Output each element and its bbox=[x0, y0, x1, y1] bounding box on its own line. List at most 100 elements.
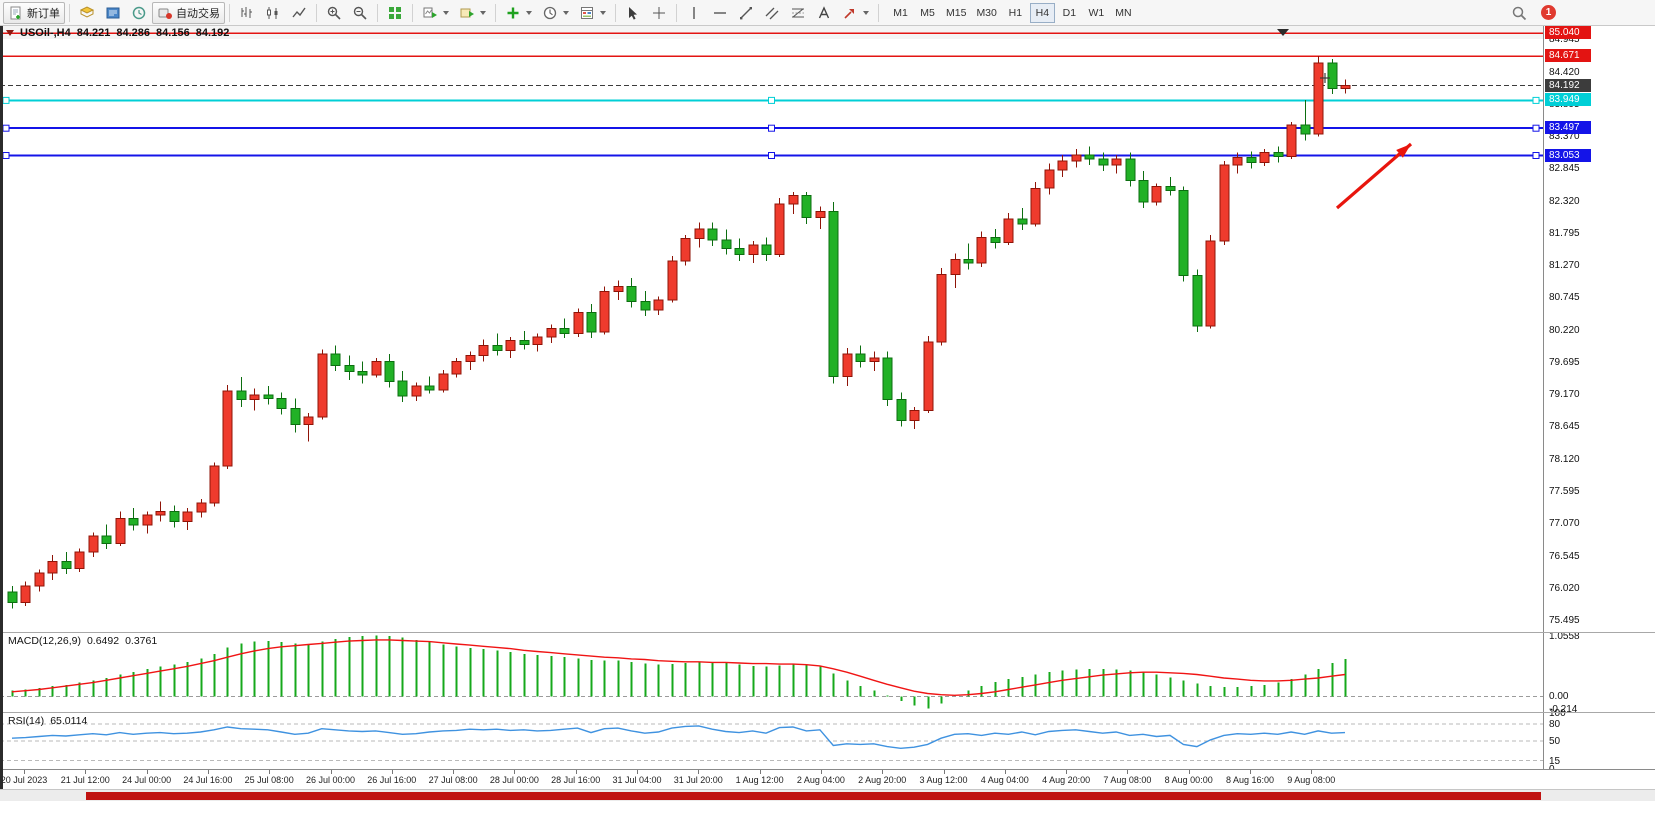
metaeditor-button[interactable] bbox=[74, 2, 100, 24]
timeframe-H4[interactable]: H4 bbox=[1029, 2, 1055, 23]
horizontal-scrollbar[interactable] bbox=[0, 789, 1655, 801]
candle-body bbox=[1057, 160, 1068, 171]
annotation-arrow[interactable] bbox=[1335, 142, 1413, 210]
price-tick-label: 75.495 bbox=[1549, 615, 1580, 626]
rsi-pane-separator[interactable] bbox=[0, 712, 1655, 713]
new-chart-button[interactable] bbox=[417, 2, 454, 24]
macd-axis-label: 0.00 bbox=[1549, 691, 1569, 703]
periods-icon bbox=[543, 6, 557, 19]
trendline-button[interactable] bbox=[733, 2, 759, 24]
toolbar-right: 1 bbox=[1506, 2, 1556, 24]
zoom-in-button[interactable] bbox=[321, 2, 347, 24]
cursor-button[interactable] bbox=[620, 2, 646, 24]
toolbar-separator bbox=[412, 3, 413, 22]
crosshair-button[interactable] bbox=[646, 2, 672, 24]
text-button[interactable] bbox=[811, 2, 837, 24]
timeframe-D1[interactable]: D1 bbox=[1057, 3, 1082, 23]
fibonacci-button[interactable] bbox=[785, 2, 811, 24]
price-tick-label: 76.545 bbox=[1549, 550, 1580, 562]
line-handle[interactable] bbox=[2, 96, 10, 104]
bar-chart-button[interactable] bbox=[234, 2, 260, 24]
equidistant-channel-button[interactable] bbox=[759, 2, 785, 24]
candle-body bbox=[1286, 124, 1297, 157]
price-tick-label: 84.420 bbox=[1549, 66, 1580, 78]
line-handle[interactable] bbox=[768, 96, 775, 104]
toolbar-separator bbox=[377, 3, 378, 22]
bar-chart-icon bbox=[241, 6, 252, 18]
line-handle[interactable] bbox=[1532, 96, 1540, 104]
time-axis-label: 2 Aug 04:00 bbox=[796, 775, 845, 785]
price-tick-label: 81.270 bbox=[1549, 260, 1580, 272]
auto-trading-icon bbox=[158, 8, 172, 19]
timeframe-M5[interactable]: M5 bbox=[915, 3, 940, 23]
new-order-button[interactable]: 新订单 bbox=[3, 1, 65, 24]
search-button[interactable] bbox=[1506, 2, 1532, 24]
arrows-button[interactable] bbox=[837, 2, 874, 24]
periods-button[interactable] bbox=[537, 2, 574, 24]
main-chart-canvas[interactable] bbox=[0, 26, 1543, 632]
candle-body bbox=[573, 311, 584, 334]
price-tick-label: 84.945 bbox=[1549, 34, 1580, 46]
time-axis-label: 8 Aug 00:00 bbox=[1164, 775, 1213, 785]
time-axis-label: 3 Aug 12:00 bbox=[919, 775, 968, 785]
rsi-axis-label: 15 bbox=[1549, 755, 1561, 767]
candle-body bbox=[478, 345, 489, 356]
macd-pane-separator[interactable] bbox=[0, 632, 1655, 633]
line-handle[interactable] bbox=[768, 124, 775, 132]
candlestick-chart-button[interactable] bbox=[260, 2, 286, 24]
indicators-button[interactable] bbox=[500, 2, 537, 24]
line-handle[interactable] bbox=[2, 124, 10, 132]
candle-body bbox=[1300, 124, 1311, 135]
candle-body bbox=[7, 591, 18, 603]
candle-body bbox=[290, 407, 301, 425]
price-line-label: 84.671 bbox=[1545, 49, 1591, 63]
strategy-tester-button[interactable] bbox=[126, 2, 152, 24]
price-line-label: 83.949 bbox=[1545, 93, 1591, 107]
line-chart-button[interactable] bbox=[286, 2, 312, 24]
price-line-label: 84.192 bbox=[1545, 78, 1591, 92]
candle-body bbox=[586, 311, 597, 333]
macd-value-main: 0.6492 bbox=[86, 635, 120, 647]
timeframe-M30[interactable]: M30 bbox=[972, 3, 1000, 23]
macd-pane[interactable] bbox=[0, 633, 1543, 712]
zoom-out-icon bbox=[353, 6, 367, 20]
timeframe-M1[interactable]: M1 bbox=[888, 3, 913, 23]
time-axis[interactable]: 20 Jul 2023 21 Jul 12:00 24 Jul 00:00 24 Ju… bbox=[0, 769, 1655, 789]
candle-body bbox=[626, 286, 637, 302]
rsi-pane[interactable] bbox=[0, 713, 1543, 769]
timeframe-MN[interactable]: MN bbox=[1111, 3, 1136, 23]
timeframe-M15[interactable]: M15 bbox=[942, 3, 970, 23]
strategy-tester-icon bbox=[132, 6, 146, 19]
time-axis-tick bbox=[820, 770, 822, 774]
time-axis-tick bbox=[759, 770, 761, 774]
horizontal-line-button[interactable] bbox=[707, 2, 733, 24]
scrollbar-thumb[interactable] bbox=[86, 792, 1541, 800]
zoom-out-button[interactable] bbox=[347, 2, 373, 24]
market-watch-button[interactable] bbox=[100, 2, 126, 24]
templates-button[interactable] bbox=[574, 2, 611, 24]
macd-signal-line bbox=[11, 639, 1346, 697]
line-handle[interactable] bbox=[2, 152, 10, 159]
time-axis-label: 26 Jul 16:00 bbox=[367, 775, 417, 785]
chart-shift-marker-icon[interactable] bbox=[1277, 29, 1289, 36]
tile-windows-button[interactable] bbox=[382, 2, 408, 24]
window-menu-triangle-icon[interactable] bbox=[6, 30, 14, 36]
timeframe-H1[interactable]: H1 bbox=[1003, 3, 1028, 23]
line-handle[interactable] bbox=[768, 152, 775, 159]
rsi-axis-label: 50 bbox=[1549, 736, 1561, 747]
timeframe-W1[interactable]: W1 bbox=[1084, 3, 1109, 23]
vertical-line-button[interactable] bbox=[681, 2, 707, 24]
line-handle[interactable] bbox=[1532, 124, 1540, 132]
price-axis[interactable]: 84.94584.42083.89583.37082.84582.32081.7… bbox=[1543, 26, 1655, 790]
candle-body bbox=[976, 236, 987, 264]
chart-profiles-button[interactable] bbox=[454, 2, 491, 24]
candle-body bbox=[640, 300, 651, 311]
line-handle[interactable] bbox=[1532, 152, 1540, 159]
time-axis-tick bbox=[146, 770, 148, 774]
candle-body bbox=[317, 353, 328, 418]
notification-badge[interactable]: 1 bbox=[1541, 5, 1556, 20]
candle-body bbox=[1192, 275, 1203, 327]
auto-trading-button[interactable]: 自动交易 bbox=[152, 1, 225, 24]
chart-low: 84.156 bbox=[156, 27, 190, 39]
templates-icon bbox=[581, 6, 593, 19]
